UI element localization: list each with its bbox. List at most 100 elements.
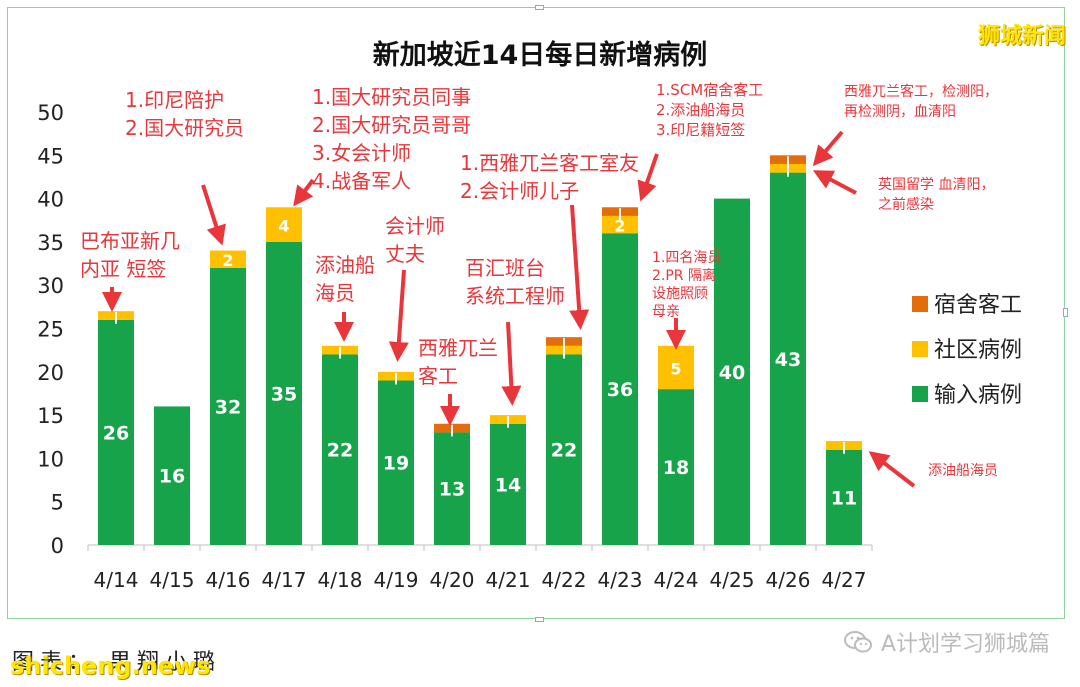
x-tick-label: 4/16: [206, 568, 251, 592]
data-label: 13: [439, 479, 465, 501]
x-tick-label: 4/21: [486, 568, 531, 592]
annotation: 1.西雅兀兰客工室友 2.会计师儿子: [460, 151, 639, 330]
x-tick-label: 4/20: [430, 568, 475, 592]
resize-handle-right[interactable]: [1063, 308, 1068, 317]
data-label: 32: [215, 396, 241, 418]
chart-title: 新加坡近14日每日新增病例: [373, 39, 708, 71]
annotation-text: 添油船海员: [928, 463, 998, 479]
legend-swatch-community: [912, 341, 928, 357]
data-label: 35: [271, 383, 297, 405]
annotation-text: 再检测阴，血清阳: [844, 104, 956, 120]
bar-imported-4-14: [98, 319, 134, 545]
bar-community-4-24: [658, 345, 694, 390]
bar-imported-4-25: [714, 198, 750, 545]
data-label: 2: [614, 217, 625, 236]
annotation-text: 2.PR 隔离: [652, 267, 716, 284]
bar-imported-4-21: [490, 423, 526, 545]
annotation-text: 1.SCM宿舍客工: [656, 81, 763, 99]
y-tick-label: 20: [37, 361, 64, 385]
y-tick-label: 35: [37, 231, 64, 255]
x-tick-label: 4/23: [598, 568, 643, 592]
annotation-text: 1.四名海员: [652, 250, 721, 266]
annotation-text: 2.添油船海员: [656, 101, 745, 119]
legend-label-community: 社区病例: [934, 338, 1022, 363]
y-tick-label: 40: [37, 188, 64, 212]
legend-swatch-dorm: [912, 296, 928, 312]
data-label: 5: [670, 359, 681, 378]
y-tick-label: 50: [37, 101, 64, 125]
annotation-text: 丈夫: [385, 242, 425, 266]
x-tick-label: 4/24: [654, 568, 699, 592]
annotation-text: 2.国大研究员: [125, 116, 244, 140]
bar-imported-4-19: [378, 380, 414, 545]
data-label: 18: [663, 457, 689, 479]
y-tick-label: 45: [37, 144, 64, 168]
annotation: 英国留学 血清阳， 之前感染: [812, 170, 994, 213]
bar-imported-4-24: [658, 389, 694, 545]
annotation: 1.SCM宿舍客工 2.添油船海员 3.印尼籍短签: [637, 81, 763, 202]
x-tick-label: 4/26: [766, 568, 811, 592]
annotation-text: 巴布亚新几: [80, 229, 180, 253]
watermark-top: 狮城新闻: [977, 24, 1066, 49]
annotation-text: 百汇班台: [465, 256, 545, 280]
x-tick-label: 4/18: [318, 568, 363, 592]
annotation-text: 英国留学 血清阳，: [878, 176, 994, 193]
bar-community-4-17: [266, 207, 302, 242]
annotation: 1.印尼陪护 2.国大研究员: [125, 88, 244, 246]
x-tick-label: 4/14: [94, 568, 139, 592]
y-tick-label: 30: [37, 274, 64, 298]
annotation-text: 4.战备军人: [312, 169, 411, 193]
annotation: 1.国大研究员同事 2.国大研究员哥哥 3.女会计师 4.战备军人: [293, 85, 471, 207]
x-tick-label: 4/25: [710, 568, 755, 592]
data-label: 36: [607, 379, 633, 401]
annotation: 西雅兀兰客工，检测阳， 再检测阴，血清阳: [812, 83, 998, 167]
bars-group: [98, 155, 862, 546]
resize-handle-bottom[interactable]: [535, 617, 544, 622]
bar-imported-4-26: [770, 172, 806, 545]
annotation-text: 3.女会计师: [312, 141, 411, 165]
x-tick-label: 4/17: [262, 568, 307, 592]
data-label: 26: [103, 422, 129, 444]
bar-imported-4-18: [322, 354, 358, 545]
bar-imported-4-15: [154, 406, 190, 545]
legend-label-imported: 输入病例: [934, 383, 1022, 408]
data-label: 2: [222, 251, 233, 270]
annotation-text: 1.西雅兀兰客工室友: [460, 151, 639, 175]
bar-community-4-23: [602, 215, 638, 234]
annotation-text: 西雅兀兰客工，检测阳，: [844, 83, 998, 100]
x-tick-label: 4/22: [542, 568, 587, 592]
y-tick-label: 5: [51, 491, 64, 515]
data-label: 40: [719, 362, 745, 384]
annotation-arrow: [812, 170, 857, 195]
x-tick-label: 4/15: [150, 568, 195, 592]
annotation-text: 设施照顾: [652, 286, 708, 302]
annotation-text: 母亲: [652, 304, 680, 320]
bar-imported-4-20: [434, 432, 470, 545]
data-label: 11: [831, 487, 857, 509]
y-tick-label: 0: [51, 534, 64, 558]
annotation-arrow: [501, 321, 522, 406]
annotation-text: 添油船: [315, 253, 375, 277]
resize-handle-top[interactable]: [535, 5, 544, 10]
annotation: 西雅兀兰客工: [418, 336, 498, 426]
data-label: 22: [327, 440, 353, 462]
wechat-icon: [843, 631, 872, 653]
x-tick-label: 4/19: [374, 568, 419, 592]
annotation-text: 客工: [418, 364, 458, 388]
data-label: 14: [495, 474, 521, 496]
annotation: 添油船海员: [868, 451, 998, 488]
annotation: 添油船海员: [315, 253, 375, 342]
annotation-text: 之前感染: [878, 196, 934, 213]
bar-imported-4-23: [602, 233, 638, 546]
annotation-text: 3.印尼籍短签: [656, 121, 745, 139]
bar-imported-4-27: [826, 449, 862, 545]
annotation-text: 会计师: [385, 214, 445, 238]
y-tick-label: 25: [37, 318, 64, 342]
annotation-text: 2.国大研究员哥哥: [312, 113, 471, 137]
